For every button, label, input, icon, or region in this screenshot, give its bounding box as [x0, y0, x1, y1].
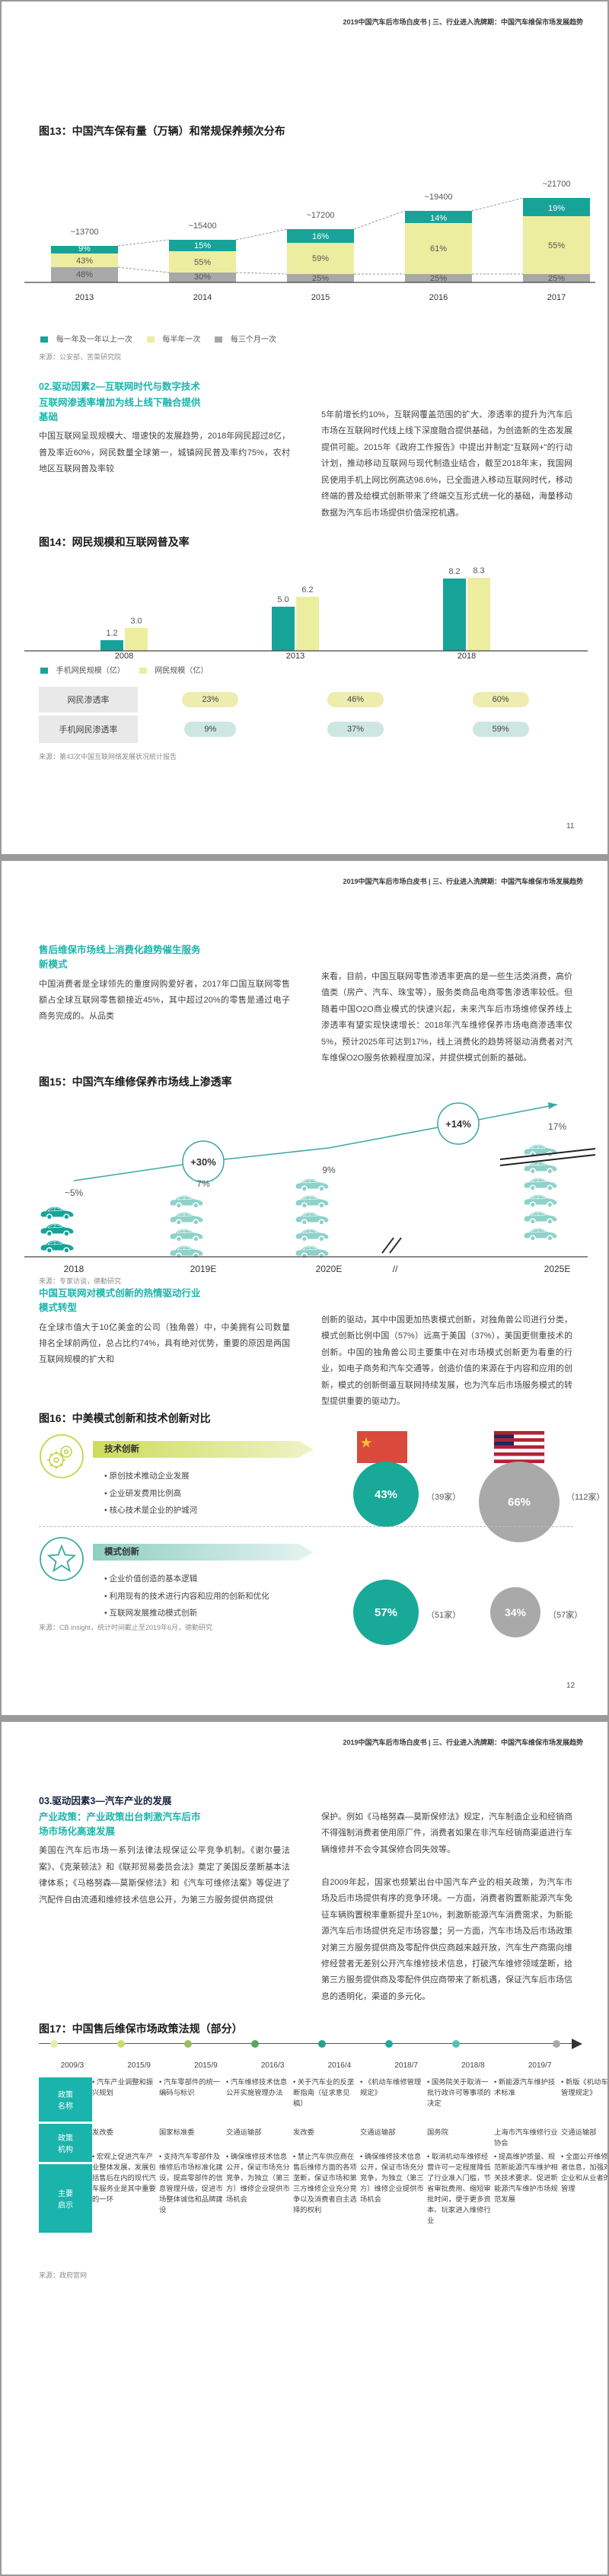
svg-text:66%: 66%: [508, 1496, 531, 1509]
svg-text:3.0: 3.0: [130, 617, 142, 626]
svg-text:6.2: 6.2: [301, 585, 313, 595]
svg-text:2019E: 2019E: [190, 1264, 217, 1274]
svg-text:25%: 25%: [548, 274, 565, 283]
svg-text:7%: 7%: [196, 1178, 210, 1189]
svg-text:2018: 2018: [64, 1264, 84, 1274]
svg-text:55%: 55%: [548, 241, 565, 250]
svg-text:2018: 2018: [458, 652, 476, 660]
svg-text:~13700: ~13700: [70, 228, 98, 237]
svg-text:9%: 9%: [78, 244, 91, 253]
svg-text:~5%: ~5%: [65, 1188, 84, 1198]
svg-text:2015: 2015: [311, 293, 330, 302]
svg-text:2016: 2016: [429, 293, 448, 302]
svg-text:~21700: ~21700: [542, 180, 570, 189]
svg-text:55%: 55%: [194, 258, 211, 267]
svg-text:5.0: 5.0: [277, 595, 289, 604]
svg-text:2013: 2013: [286, 652, 304, 660]
svg-text:8.2: 8.2: [448, 567, 460, 576]
svg-text:~17200: ~17200: [306, 211, 334, 220]
svg-text:8.3: 8.3: [473, 566, 484, 575]
svg-text:2020E: 2020E: [316, 1264, 343, 1274]
svg-text:25%: 25%: [430, 274, 447, 283]
svg-text:61%: 61%: [430, 244, 447, 253]
svg-text:9%: 9%: [322, 1165, 336, 1175]
svg-text:15%: 15%: [194, 241, 211, 250]
svg-text:2017: 2017: [547, 293, 566, 302]
svg-text:14%: 14%: [430, 214, 447, 223]
svg-text:2025E: 2025E: [544, 1264, 571, 1274]
svg-text:16%: 16%: [312, 232, 329, 241]
svg-text:2013: 2013: [75, 293, 94, 302]
svg-text:25%: 25%: [312, 274, 329, 283]
svg-text:2008: 2008: [115, 652, 133, 660]
svg-text:+14%: +14%: [445, 1118, 471, 1130]
svg-text:43%: 43%: [76, 257, 93, 266]
svg-text:30%: 30%: [194, 273, 211, 282]
svg-text:~15400: ~15400: [188, 222, 216, 231]
svg-text:34%: 34%: [505, 1606, 527, 1618]
svg-text:1.2: 1.2: [106, 629, 117, 638]
svg-text:2014: 2014: [193, 293, 212, 302]
svg-text:17%: 17%: [548, 1121, 566, 1132]
svg-text:+30%: +30%: [190, 1156, 216, 1168]
svg-text:57%: 57%: [375, 1606, 397, 1619]
svg-text:~19400: ~19400: [424, 193, 452, 202]
svg-text:19%: 19%: [548, 204, 565, 213]
svg-text:59%: 59%: [312, 254, 329, 263]
svg-text:48%: 48%: [76, 270, 93, 279]
svg-text:43%: 43%: [375, 1488, 397, 1501]
svg-text://: //: [393, 1264, 398, 1274]
